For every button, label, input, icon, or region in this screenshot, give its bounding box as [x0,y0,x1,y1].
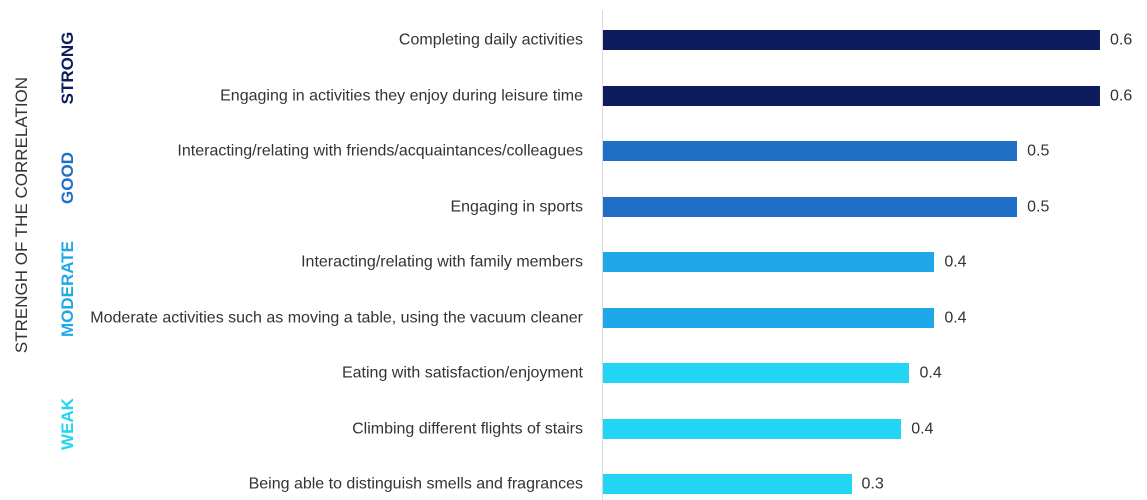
bar [603,363,910,383]
category-label: Engaging in activities they enjoy during… [220,87,583,104]
bar [603,307,935,328]
category-label: Interacting/relating with friends/acquai… [177,142,583,160]
category-label: Moderate activities such as moving a tab… [90,309,583,326]
category-label: Climbing different flights of stairs [352,420,583,437]
bar [603,196,1018,217]
bar [603,85,1100,106]
bar [603,474,852,494]
bar [603,30,1100,50]
axis-line [602,10,603,500]
category-label: Completing daily activities [398,31,583,49]
category-label: Engaging in sports [450,198,583,215]
group-label: STRONG [58,31,77,105]
value-label: 0.3 [861,475,884,493]
group-label: WEAK [58,398,77,450]
value-label: 0.6 [1110,31,1133,49]
group-label: GOOD [58,152,77,204]
value-label: 0.6 [1110,87,1133,104]
category-label: Interacting/relating with family members [301,253,583,271]
value-label: 0.4 [911,420,934,437]
bar [603,141,1018,161]
category-label: Eating with satisfaction/enjoyment [341,364,583,382]
value-label: 0.5 [1027,142,1050,160]
value-label: 0.4 [919,364,942,382]
value-label: 0.4 [944,253,967,271]
bar [603,252,935,272]
bar [603,418,902,439]
group-label: MODERATE [58,240,77,338]
value-label: 0.4 [944,309,967,326]
y-axis-title: STRENGH OF THE CORRELATION [12,76,31,354]
value-label: 0.5 [1027,198,1050,215]
category-label: Being able to distinguish smells and fra… [248,475,583,493]
